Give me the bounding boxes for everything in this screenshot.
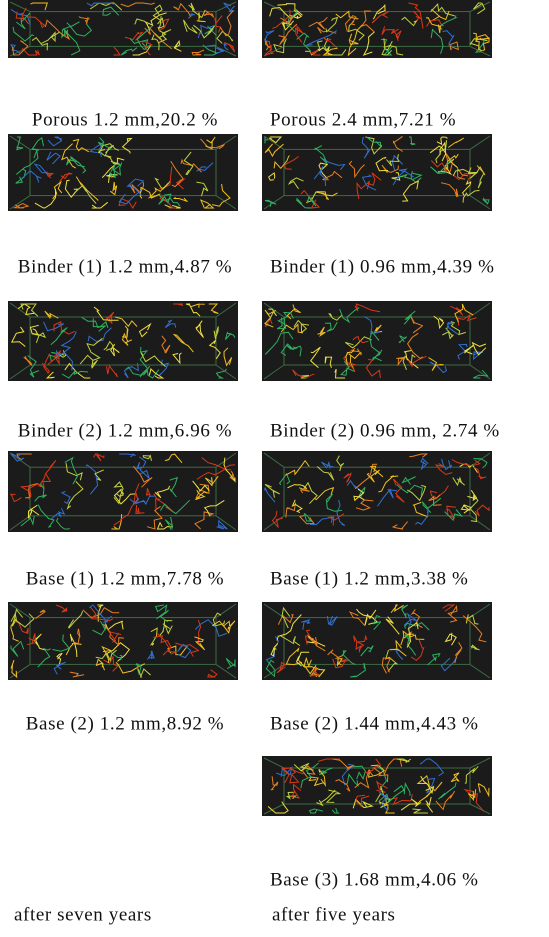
panel-caption: Base (1) 1.2 mm,7.78 %: [26, 568, 224, 589]
pore-network-image: [262, 756, 492, 816]
panel-caption: Binder (2) 1.2 mm,6.96 %: [18, 420, 232, 441]
image-background: [262, 301, 492, 381]
panel-caption: Binder (2) 0.96 mm, 2.74 %: [270, 420, 500, 441]
column-caption: after five years: [272, 904, 396, 925]
pore-network-image: [262, 134, 492, 211]
panel-caption: Base (2) 1.44 mm,4.43 %: [270, 713, 479, 734]
panel-caption: Porous 2.4 mm,7.21 %: [270, 109, 456, 130]
pore-network-image: [262, 301, 492, 381]
image-background: [262, 451, 492, 532]
panel-caption: Porous 1.2 mm,20.2 %: [32, 109, 218, 130]
panel-caption: Binder (1) 1.2 mm,4.87 %: [18, 256, 232, 277]
figure: Porous 1.2 mm,20.2 % Binder (1) 1.2 mm,4.…: [0, 0, 549, 937]
pore-network-image: [8, 0, 238, 58]
column-caption: after seven years: [14, 904, 152, 925]
pore-network-image: [8, 301, 238, 381]
pore-network-image: [8, 602, 238, 680]
image-background: [8, 0, 238, 58]
pore-network-image: [8, 451, 238, 532]
pore-network-image: [262, 602, 492, 680]
panel-caption: Base (3) 1.68 mm,4.06 %: [270, 869, 479, 890]
pore-network-image: [262, 0, 492, 58]
pore-network-image: [262, 451, 492, 532]
pore-network-image: [8, 134, 238, 211]
image-background: [262, 602, 492, 680]
panel-caption: Base (1) 1.2 mm,3.38 %: [270, 568, 468, 589]
panel-caption: Binder (1) 0.96 mm,4.39 %: [270, 256, 495, 277]
panel-caption: Base (2) 1.2 mm,8.92 %: [26, 713, 224, 734]
